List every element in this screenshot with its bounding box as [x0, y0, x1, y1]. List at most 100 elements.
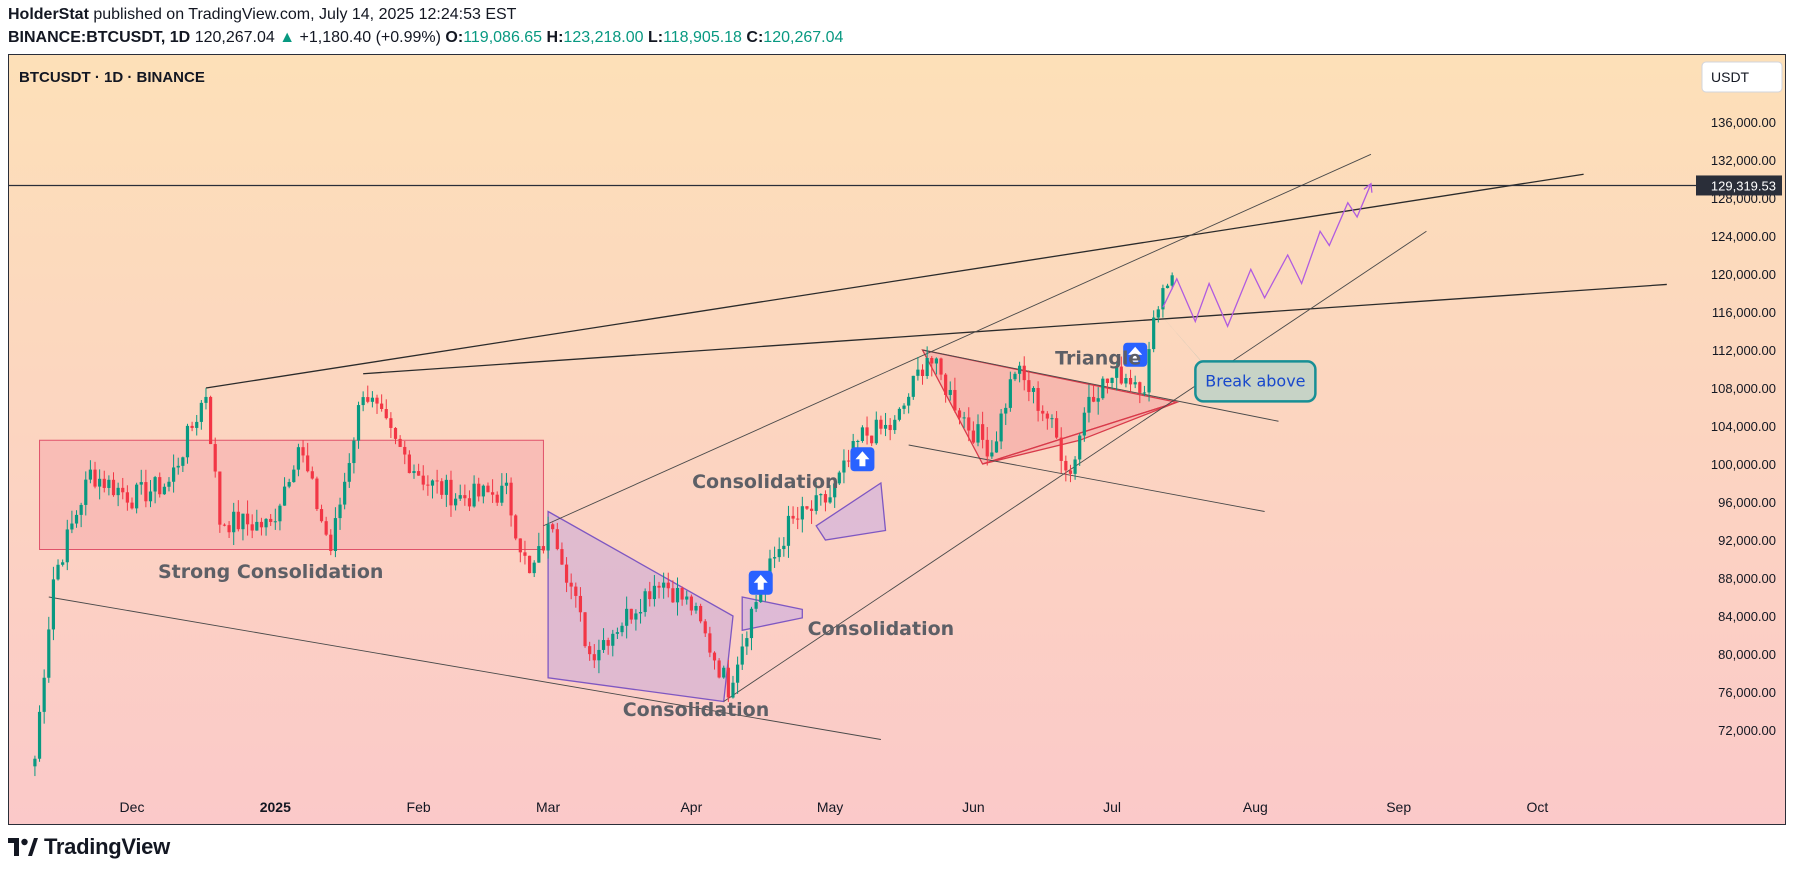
break-above-callout[interactable]: Break above [1158, 312, 1317, 403]
candle-body [398, 438, 402, 447]
candle-body [1041, 410, 1045, 414]
candle-body [736, 664, 740, 683]
candle-body [592, 654, 596, 661]
candle-body [47, 629, 51, 678]
close-value: 120,267.04 [763, 29, 844, 46]
publisher-name[interactable]: HolderStat [8, 6, 89, 23]
candle-body [33, 758, 37, 767]
candle-body [625, 608, 629, 626]
candle-body [444, 479, 448, 495]
candle-body [102, 478, 106, 488]
level-price-tag [1696, 175, 1782, 196]
candle-body [578, 595, 583, 613]
candle-body [588, 646, 592, 655]
candle-body [148, 491, 153, 502]
strong-consolidation-box[interactable] [39, 439, 544, 550]
candle-body [874, 419, 878, 444]
candle-body [823, 494, 828, 503]
candle-body [1013, 373, 1017, 380]
projection-path[interactable] [1162, 183, 1372, 328]
candle-body [84, 479, 88, 505]
candle-body [199, 402, 203, 422]
candle-body [467, 498, 472, 507]
candle-body [879, 419, 883, 429]
candle-body [981, 424, 985, 440]
symbol-ohlc-line: BINANCE:BTCUSDT, 1D 120,267.04 ▲ +1,180.… [8, 29, 843, 47]
candle-body [574, 586, 578, 596]
candle-body [1105, 378, 1110, 383]
candle-body [458, 495, 462, 499]
triangle-tail-zone-5[interactable] [982, 401, 1178, 465]
candle-body [329, 534, 333, 552]
candle-body [1050, 418, 1054, 420]
y-tick-label: 84,000.00 [1718, 609, 1776, 624]
candle-body [324, 521, 328, 535]
candle-body [680, 587, 684, 600]
candle-body [208, 396, 213, 445]
candle-body [463, 495, 467, 499]
flag-zone-3[interactable] [815, 481, 887, 541]
candle-body [671, 588, 675, 603]
tradingview-footer[interactable]: TradingView [8, 834, 170, 860]
trendline-5[interactable] [922, 349, 1279, 422]
trendline-6[interactable] [908, 444, 1265, 512]
callout-box [1194, 360, 1317, 403]
trendline-2[interactable] [363, 283, 1667, 375]
chart-frame [8, 54, 1786, 825]
candle-body [88, 469, 92, 480]
candle-body [384, 409, 388, 419]
candle-body [615, 632, 620, 634]
close-label: C: [746, 29, 764, 46]
candle-body [629, 608, 633, 620]
candle-body [699, 605, 703, 622]
candle-body [837, 472, 841, 484]
trendline-1[interactable] [205, 173, 1584, 389]
candle-body [962, 417, 966, 419]
candle-body [809, 508, 814, 511]
candle-body [800, 506, 804, 520]
trendline-0[interactable] [48, 596, 881, 740]
up-arrow-marker-0[interactable] [748, 570, 773, 595]
currency-button[interactable]: USDT [1701, 61, 1783, 93]
high-value: 123,218.00 [563, 29, 644, 46]
candle-body [740, 646, 744, 665]
trendline-3[interactable] [543, 153, 1372, 527]
candle-body [292, 469, 296, 483]
y-tick-label: 88,000.00 [1718, 571, 1776, 586]
candle-body [65, 529, 69, 563]
candle-body [902, 405, 906, 409]
tradingview-brand: TradingView [44, 834, 170, 859]
candle-body [527, 555, 532, 574]
candle-body [967, 417, 971, 431]
candle-body [907, 396, 911, 406]
candle-body [675, 587, 680, 603]
candle-body [301, 447, 305, 456]
up-arrow-marker-1[interactable] [850, 447, 875, 472]
candle-body [1119, 366, 1123, 384]
callout-label: Break above [1205, 371, 1305, 390]
candle-body [61, 562, 65, 565]
candle-body [976, 424, 980, 443]
candle-body [985, 439, 989, 457]
candle-body [1004, 407, 1008, 414]
candle-body [532, 562, 536, 574]
candle-body [652, 585, 656, 600]
candle-body [273, 521, 277, 523]
candle-body [685, 596, 689, 600]
candle-body [264, 518, 268, 528]
up-arrow-marker-2[interactable] [1123, 342, 1148, 367]
candle-body [911, 375, 915, 397]
candle-body [643, 591, 647, 613]
candle-body [74, 514, 79, 524]
candle-body [454, 498, 458, 506]
candle-body [435, 480, 439, 482]
candle-body [971, 430, 975, 443]
candle-body [1068, 470, 1073, 474]
candle-body [1138, 382, 1142, 393]
projection-arrowhead [1363, 182, 1373, 193]
candle-body [144, 482, 148, 502]
candle-body [953, 389, 957, 411]
open-value: 119,086.65 [463, 29, 543, 46]
candle-body [255, 521, 259, 531]
